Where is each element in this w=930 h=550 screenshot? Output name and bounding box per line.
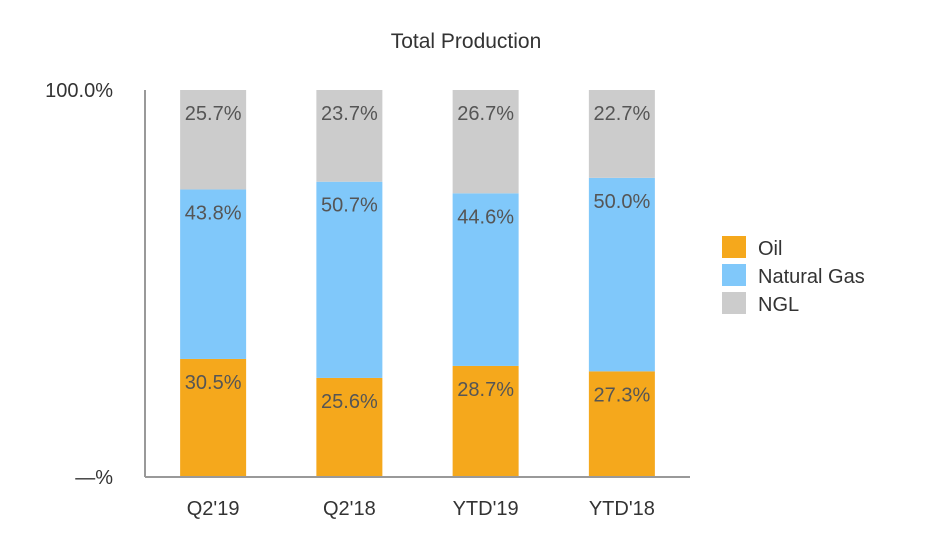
bar-segment-ngl-ytd-19 (452, 90, 519, 194)
data-label-oil-q2-19: 30.5% (185, 372, 242, 394)
legend-swatch-oil (722, 236, 746, 258)
x-tick-label-q2-18: Q2'18 (323, 498, 376, 520)
x-tick-label-q2-19: Q2'19 (187, 498, 240, 520)
data-label-ngl-q2-19: 25.7% (185, 103, 242, 125)
legend-label-oil: Oil (758, 238, 782, 260)
legend-label-ngl: NGL (758, 294, 799, 316)
bar-segment-natural-gas-ytd-18 (588, 177, 655, 372)
x-tick-label-ytd-19: YTD'19 (453, 498, 519, 520)
bar-segment-ngl-q2-19 (180, 90, 247, 190)
bar-segment-ngl-q2-18 (316, 90, 383, 182)
bar-segment-natural-gas-ytd-19 (452, 193, 519, 366)
bars-layer: 30.5% 43.8% 25.7% Q2'19 25.6% 50.7% 23.7% Q2'18… (180, 90, 655, 520)
axes-layer: 100.0% —% (45, 80, 690, 489)
data-label-natural-gas-q2-19: 43.8% (185, 202, 242, 224)
data-label-natural-gas-ytd-19: 44.6% (457, 206, 514, 228)
bar-segment-natural-gas-q2-18 (316, 181, 383, 378)
legend-swatch-natural-gas (722, 264, 746, 286)
legend-swatch-ngl (722, 292, 746, 314)
bar-segment-oil-q2-18 (316, 377, 383, 477)
data-label-ngl-ytd-19: 26.7% (457, 103, 514, 125)
bar-segment-oil-q2-19 (180, 358, 247, 477)
bar-segment-oil-ytd-18 (588, 371, 655, 477)
bar-segment-natural-gas-q2-19 (180, 189, 247, 359)
data-label-oil-ytd-19: 28.7% (457, 379, 514, 401)
data-label-ngl-q2-18: 23.7% (321, 103, 378, 125)
x-tick-label-ytd-18: YTD'18 (589, 498, 655, 520)
data-label-ngl-ytd-18: 22.7% (594, 103, 651, 125)
data-label-oil-ytd-18: 27.3% (594, 384, 651, 406)
chart-title: Total Production (391, 30, 542, 53)
data-label-natural-gas-q2-18: 50.7% (321, 195, 378, 217)
bar-segment-ngl-ytd-18 (588, 90, 655, 178)
legend-label-natural-gas: Natural Gas (758, 266, 865, 288)
legend: Oil Natural Gas NGL (722, 236, 865, 316)
data-label-oil-q2-18: 25.6% (321, 391, 378, 413)
bar-segment-oil-ytd-19 (452, 365, 519, 477)
y-tick-label-1: —% (75, 467, 113, 489)
y-tick-label-0: 100.0% (45, 80, 113, 102)
data-label-natural-gas-ytd-18: 50.0% (594, 191, 651, 213)
